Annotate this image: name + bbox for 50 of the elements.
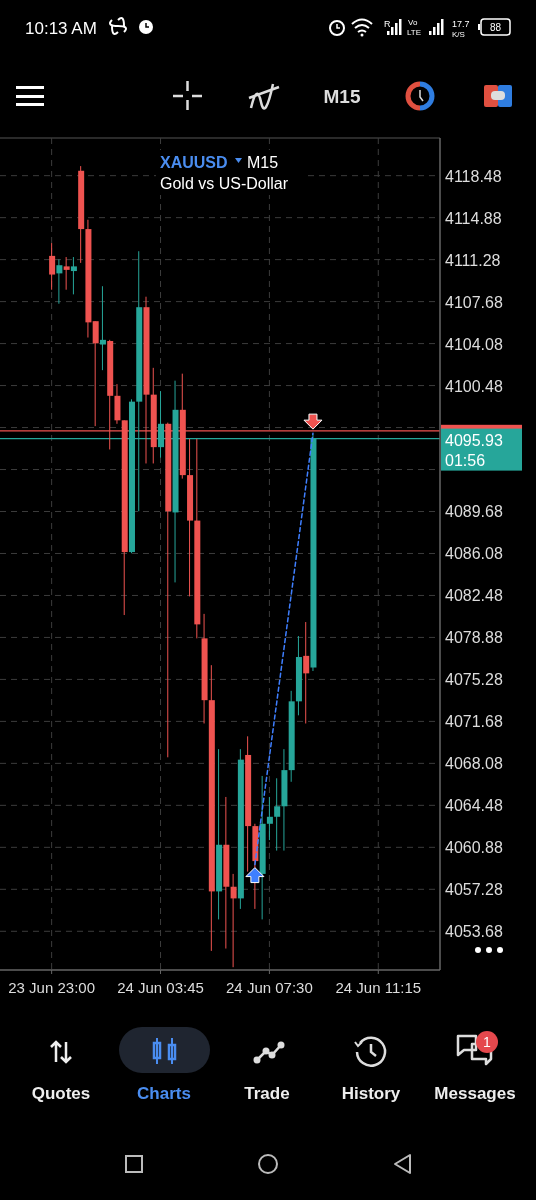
text: 17.7: [452, 19, 470, 29]
y-tick-label: 4064.48: [445, 797, 503, 815]
x-tick-label: 23 Jun 23:00: [8, 979, 95, 996]
text: LTE: [407, 28, 422, 37]
y-tick-label: 4071.68: [445, 713, 503, 731]
text: Vo: [408, 18, 418, 27]
y-tick-label: 4107.68: [445, 293, 503, 311]
y-tick-label: 4075.28: [445, 671, 503, 689]
text: Messages: [434, 1084, 516, 1103]
y-tick-label: 4068.08: [445, 755, 503, 773]
text: 1: [483, 1034, 492, 1050]
text: History: [341, 1084, 401, 1103]
text: 88: [489, 22, 502, 33]
text: R: [384, 19, 391, 29]
y-tick-label: 4118.48: [445, 167, 502, 185]
y-tick-label: 4060.88: [445, 839, 503, 857]
text: Quotes: [31, 1084, 91, 1103]
candlestick: [230, 873, 237, 968]
y-tick-label: 4114.88: [445, 209, 502, 227]
y-tick-label: 4111.28: [445, 251, 501, 269]
y-tick-label: 4078.88: [445, 629, 503, 647]
text: M15: [323, 86, 361, 107]
y-tick-label: 4053.68: [445, 923, 503, 941]
candlestick: [49, 242, 56, 291]
text: 10:13 AM: [25, 19, 97, 38]
candlestick: [56, 258, 63, 305]
text: Trade: [244, 1084, 290, 1103]
text: K/S: [452, 30, 465, 39]
text: Gold vs US-Dollar: [160, 175, 289, 192]
ref-line-label: 4095.93: [445, 431, 503, 449]
y-tick-label: 4104.08: [445, 335, 503, 353]
y-tick-label: 4086.08: [445, 545, 503, 563]
candlestick: [63, 256, 70, 291]
candlestick: [274, 777, 281, 852]
y-tick-label: 4082.48: [445, 587, 503, 605]
x-tick-label: 24 Jun 07:30: [226, 979, 313, 996]
y-tick-label: 4100.48: [445, 377, 503, 395]
x-tick-label: 24 Jun 03:45: [117, 979, 204, 996]
x-tick-label: 24 Jun 11:15: [335, 979, 422, 996]
candlestick: [92, 320, 99, 427]
text: Charts: [137, 1084, 191, 1103]
candlestick: [266, 796, 273, 841]
y-tick-label: 4057.28: [445, 881, 503, 899]
text: XAUUSD: [160, 154, 228, 171]
annotation: M15: [247, 154, 279, 171]
y-tick-label: 4089.68: [445, 503, 503, 521]
candlestick: [70, 256, 77, 295]
text: 01:56: [445, 451, 486, 469]
candlestick: [303, 621, 310, 724]
candlestick: [99, 285, 106, 371]
